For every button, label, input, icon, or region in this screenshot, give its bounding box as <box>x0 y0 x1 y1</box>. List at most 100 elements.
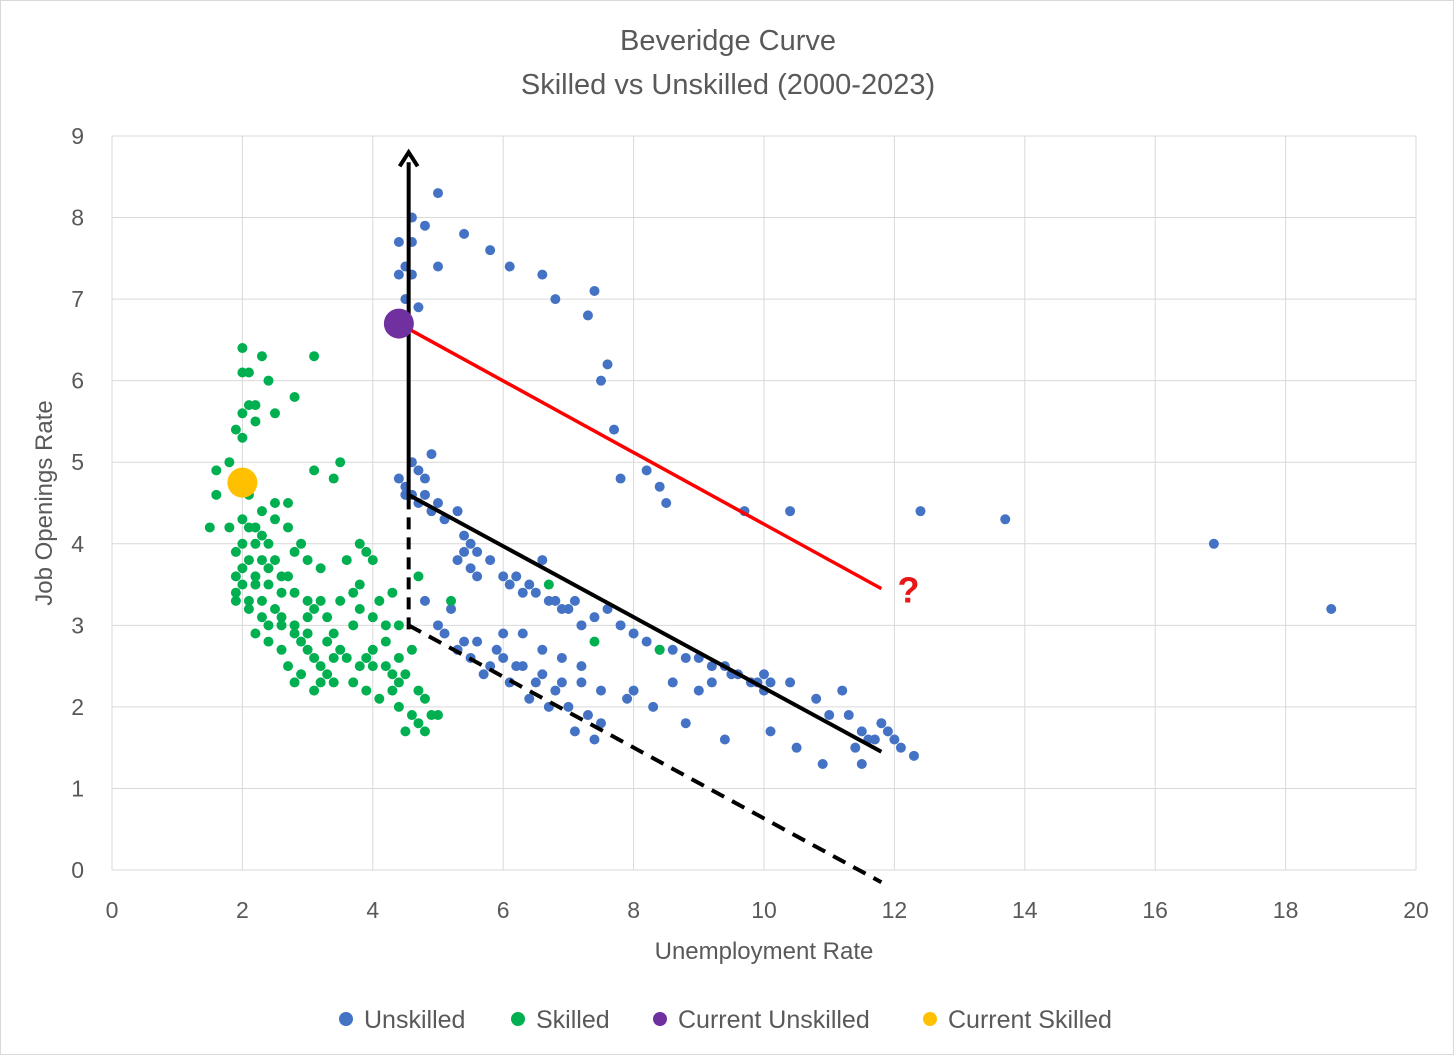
skilled-point <box>361 652 372 663</box>
unskilled-point <box>850 742 861 753</box>
skilled-point <box>309 604 320 615</box>
y-axis-ticks: 0 1 2 3 4 5 6 7 8 9 <box>71 123 84 883</box>
skilled-point <box>296 538 307 549</box>
skilled-point <box>374 595 385 606</box>
unskilled-point <box>654 481 665 492</box>
unskilled-point <box>452 506 463 517</box>
skilled-point <box>328 652 339 663</box>
unskilled-point <box>680 718 691 729</box>
unskilled-point <box>524 693 535 704</box>
unskilled-point <box>459 228 470 239</box>
skilled-point <box>283 498 294 508</box>
x-axis-ticks: 0 2 4 6 8 10 12 14 16 18 20 <box>106 897 1429 923</box>
skilled-point <box>322 669 333 680</box>
skilled-point <box>263 375 274 386</box>
unskilled-point <box>706 661 717 672</box>
current-points <box>227 308 414 498</box>
skilled-point <box>270 514 280 525</box>
unskilled-point <box>856 758 867 769</box>
unskilled-point <box>615 473 626 484</box>
skilled-point <box>400 669 411 680</box>
y-tick-label: 4 <box>71 531 84 557</box>
legend-label: Current Unskilled <box>678 1006 870 1034</box>
skilled-point <box>237 343 248 354</box>
skilled-point <box>270 408 280 419</box>
skilled-point <box>413 685 424 696</box>
annotations <box>397 148 883 884</box>
unskilled-point <box>641 636 652 647</box>
skilled-point <box>230 587 241 598</box>
unskilled-point <box>1208 538 1219 549</box>
unskilled-point <box>582 310 593 321</box>
skilled-point <box>393 677 404 688</box>
skilled-point <box>256 612 267 623</box>
skilled-point <box>230 424 241 435</box>
skilled-point <box>230 546 241 557</box>
unskilled-point <box>419 489 430 500</box>
unskilled-point <box>517 628 528 639</box>
x-tick-label: 2 <box>236 897 249 923</box>
skilled-point <box>400 726 411 737</box>
unskilled-point <box>550 685 561 696</box>
unskilled-point <box>576 661 587 672</box>
unskilled-point <box>485 245 496 256</box>
skilled-point <box>309 685 320 696</box>
x-tick-label: 10 <box>751 897 777 923</box>
unskilled-point <box>811 693 822 704</box>
skilled-point <box>230 595 241 606</box>
skilled-point <box>270 555 280 566</box>
skilled-point <box>315 661 326 672</box>
skilled-point <box>289 391 300 402</box>
unskilled-point <box>393 473 404 484</box>
unskilled-point <box>661 498 672 508</box>
skilled-point <box>263 579 274 590</box>
unskilled-point <box>843 710 854 721</box>
skilled-point <box>348 677 359 688</box>
unskilled-point <box>426 449 437 460</box>
unskilled-point <box>459 546 470 557</box>
skilled-point <box>413 571 424 582</box>
unskilled-point <box>576 620 587 631</box>
skilled-point <box>289 628 300 639</box>
current-unskilled-point <box>383 308 414 339</box>
unskilled-point <box>393 237 404 248</box>
skilled-point <box>296 636 307 647</box>
skilled-point <box>237 432 248 443</box>
unskilled-point <box>576 677 587 688</box>
skilled-point <box>354 579 365 590</box>
skilled-point <box>250 538 261 549</box>
skilled-point <box>315 677 326 688</box>
skilled-point <box>263 620 274 631</box>
skilled-point <box>328 473 339 484</box>
unskilled-point <box>648 701 659 712</box>
skilled-point <box>380 636 391 647</box>
skilled-point <box>237 538 248 549</box>
skilled-point <box>341 555 352 566</box>
unskilled-point <box>563 604 574 615</box>
skilled-point <box>289 620 300 631</box>
unskilled-point <box>628 628 639 639</box>
unskilled-point <box>563 701 574 712</box>
skilled-point <box>335 595 346 606</box>
unskilled-point <box>537 269 548 280</box>
question-mark-annotation: ? <box>897 570 919 611</box>
y-tick-label: 2 <box>71 694 84 720</box>
skilled-point <box>263 563 274 574</box>
unskilled-point <box>472 571 483 582</box>
x-tick-label: 8 <box>627 897 640 923</box>
skilled-point <box>256 506 267 517</box>
skilled-point <box>237 408 248 419</box>
x-axis-title: Unemployment Rate <box>655 938 874 965</box>
unskilled-point <box>765 726 776 737</box>
skilled-point <box>419 726 430 737</box>
skilled-point <box>406 710 417 721</box>
y-tick-label: 8 <box>71 205 84 231</box>
unskilled-point <box>550 294 561 305</box>
skilled-point <box>387 685 398 696</box>
skilled-point <box>361 546 372 557</box>
unskilled-point <box>596 375 606 386</box>
unskilled-point <box>413 302 424 313</box>
unskilled-point <box>706 677 717 688</box>
skilled-point <box>543 579 554 590</box>
